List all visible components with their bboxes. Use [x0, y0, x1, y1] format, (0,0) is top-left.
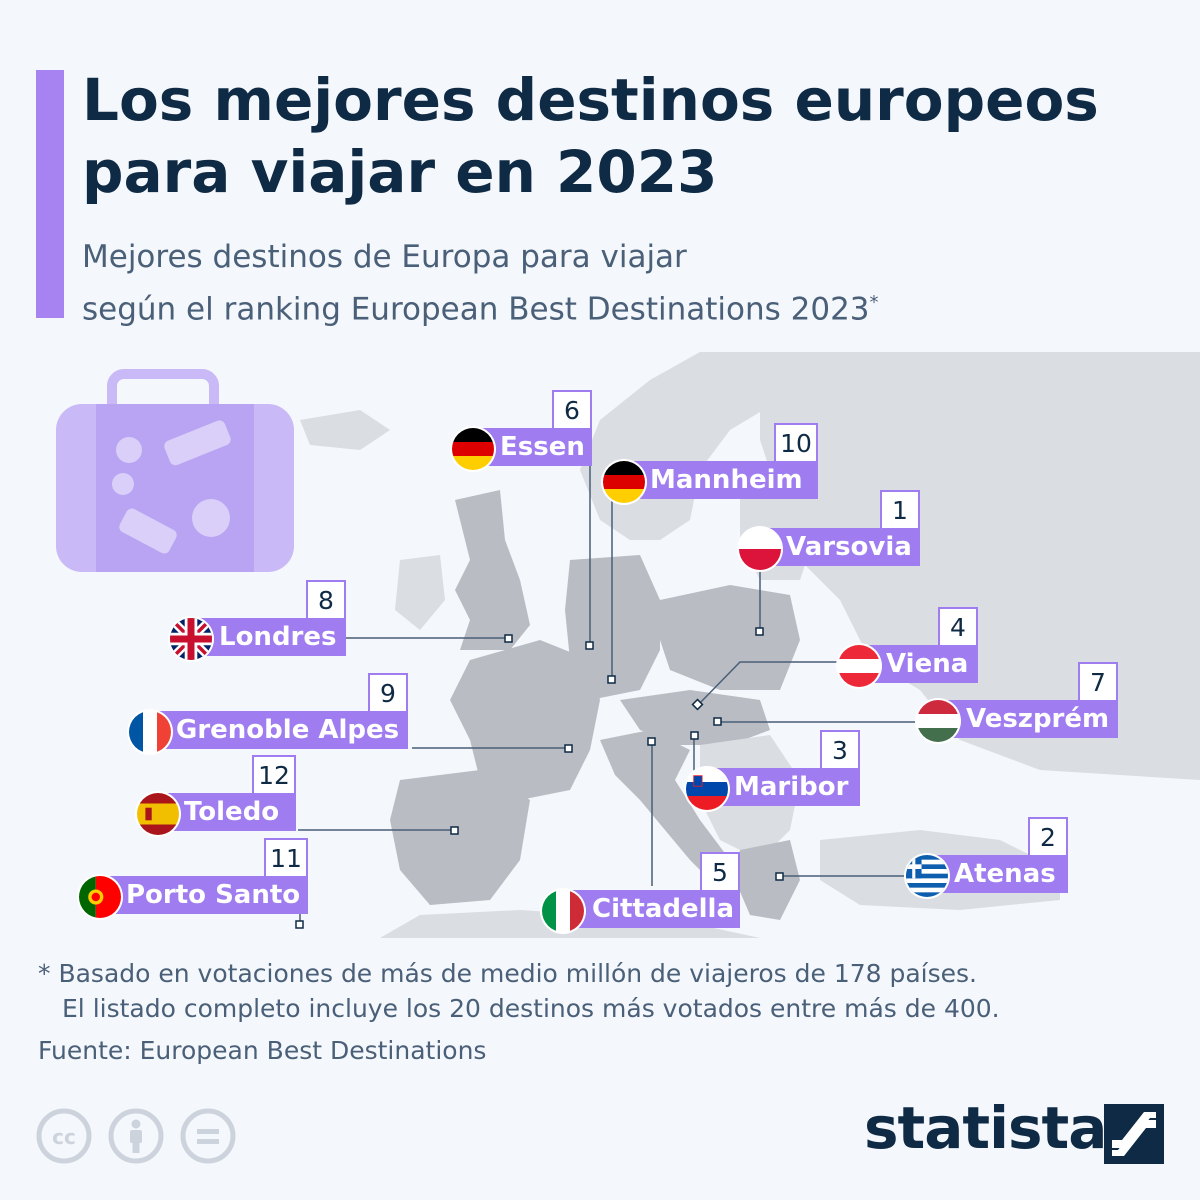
label-name-cittadella: Cittadella [566, 890, 740, 928]
map-iceland [300, 410, 390, 450]
subtitle-footnote-mark: * [869, 292, 879, 313]
marker-londres [504, 634, 513, 643]
leader-lines [298, 450, 916, 922]
label-name-maribor: Maribor [708, 768, 860, 806]
rank-londres: 8 [306, 580, 346, 618]
footnote-line-1: * Basado en votaciones de más de medio m… [38, 959, 978, 988]
map-italy [600, 730, 730, 880]
label-cittadella: Cittadella 5 [566, 852, 740, 928]
marker-essen [585, 641, 594, 650]
label-name-porto-santo: Porto Santo [100, 876, 308, 914]
subtitle-line-2-text: según el ranking European Best Destinati… [82, 291, 870, 328]
page-title: Los mejores destinos europeos para viaja… [82, 64, 1182, 208]
austria-flag-icon [838, 645, 880, 687]
label-name-varsovia: Varsovia [760, 528, 920, 566]
germany-flag-icon [452, 428, 494, 470]
location-markers [295, 627, 784, 929]
leader-line-viena [697, 661, 838, 706]
label-name-veszprem: Veszprém [940, 700, 1118, 738]
italy-flag-icon [542, 890, 584, 932]
label-name-londres: Londres [193, 618, 346, 656]
rank-veszprem: 7 [1078, 662, 1118, 700]
svg-text:cc: cc [52, 1125, 76, 1149]
marker-varsovia [755, 627, 764, 636]
creative-commons-icon[interactable]: cc [36, 1108, 92, 1164]
poland-flag-icon [739, 528, 781, 570]
germany-flag-icon [603, 461, 645, 503]
map-ireland [395, 555, 445, 630]
suitcase-icon [56, 369, 294, 572]
marker-porto-santo [295, 920, 304, 929]
france-flag-icon [129, 711, 171, 753]
label-name-grenoble: Grenoble Alpes [150, 711, 408, 749]
map-great-britain [455, 490, 530, 650]
label-toledo: Toledo 12 [158, 755, 296, 831]
label-varsovia: Varsovia 1 [760, 490, 920, 566]
no-derivatives-icon[interactable] [180, 1108, 236, 1164]
label-maribor: Maribor 3 [708, 730, 860, 806]
marker-maribor [690, 731, 699, 740]
subtitle-line-2: según el ranking European Best Destinati… [82, 280, 1182, 332]
marker-cittadella [647, 737, 656, 746]
statista-logo-icon[interactable] [1104, 1104, 1164, 1164]
label-name-atenas: Atenas [928, 855, 1068, 893]
map-greece [735, 840, 800, 920]
marker-veszprem [713, 717, 722, 726]
footnote-line-2: El listado completo incluye los 20 desti… [62, 994, 1000, 1023]
greece-flag-icon [906, 855, 948, 897]
rank-porto-santo: 11 [264, 838, 308, 876]
spain-flag-icon [137, 793, 179, 835]
hungary-flag-icon [917, 700, 959, 742]
rank-mannheim: 10 [774, 423, 818, 461]
label-grenoble: Grenoble Alpes 9 [150, 673, 408, 749]
title-line-2: para viajar en 2023 [82, 138, 718, 206]
accent-bar [36, 70, 64, 318]
statista-logo-text[interactable]: statista [864, 1094, 1107, 1162]
map-poland [660, 585, 800, 690]
slovenia-flag-icon [686, 768, 728, 810]
rank-varsovia: 1 [880, 490, 920, 528]
label-londres: Londres 8 [193, 580, 346, 656]
page-subtitle: Mejores destinos de Europa para viajar s… [82, 234, 1182, 332]
source-text: Fuente: European Best Destinations [38, 1036, 487, 1065]
label-name-mannheim: Mannheim [624, 461, 818, 499]
marker-grenoble [564, 744, 573, 753]
map-iberia [390, 770, 530, 905]
rank-essen: 6 [552, 390, 592, 428]
label-mannheim: Mannheim 10 [624, 423, 818, 499]
marker-mannheim [607, 675, 616, 684]
attribution-icon[interactable] [108, 1108, 164, 1164]
map-france [450, 640, 600, 800]
marker-toledo [450, 826, 459, 835]
rank-grenoble: 9 [368, 673, 408, 711]
rank-viena: 4 [938, 607, 978, 645]
rank-toledo: 12 [252, 755, 296, 793]
label-porto-santo: Porto Santo 11 [100, 838, 308, 914]
marker-atenas [775, 872, 784, 881]
title-line-1: Los mejores destinos europeos [82, 66, 1099, 134]
subtitle-line-1: Mejores destinos de Europa para viajar [82, 239, 687, 275]
footnote: * Basado en votaciones de más de medio m… [38, 956, 1178, 1026]
uk-flag-icon [170, 618, 212, 660]
label-name-toledo: Toledo [158, 793, 296, 831]
rank-maribor: 3 [820, 730, 860, 768]
rank-cittadella: 5 [700, 852, 740, 890]
label-veszprem: Veszprém 7 [940, 662, 1118, 738]
portugal-flag-icon [79, 876, 121, 918]
rank-atenas: 2 [1028, 817, 1068, 855]
label-atenas: Atenas 2 [928, 817, 1068, 893]
map-central-europe [620, 690, 770, 745]
marker-viena [691, 698, 704, 711]
